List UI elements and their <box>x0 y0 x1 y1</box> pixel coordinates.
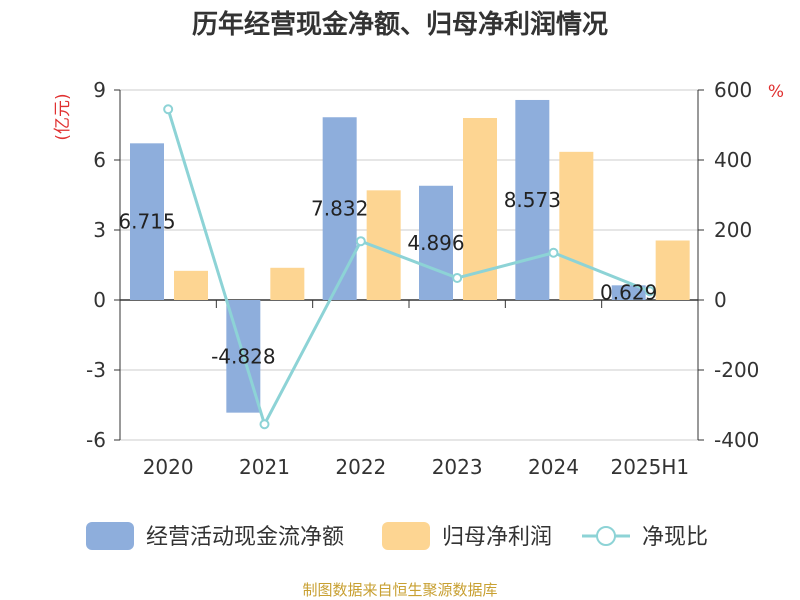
net-cash-ratio-point <box>163 104 174 115</box>
x-axis-tick: 2021 <box>239 455 290 479</box>
left-axis-tick: -3 <box>86 358 106 382</box>
x-axis-tick: 2024 <box>528 455 579 479</box>
right-axis-unit: % <box>768 82 784 102</box>
cash-flow-bar <box>130 143 164 300</box>
left-axis-tick: 3 <box>93 218 106 242</box>
legend-label: 净现比 <box>642 525 708 550</box>
legend-label: 经营活动现金流净额 <box>146 525 344 550</box>
legend: 经营活动现金流净额 归母净利润 净现比 <box>86 522 708 550</box>
cash-flow-data-label: 6.715 <box>118 210 175 234</box>
right-axis-tick: 400 <box>714 148 752 172</box>
cash-flow-bar <box>515 99 550 300</box>
cash-flow-bar <box>419 185 453 300</box>
net-profit-bar <box>174 270 208 300</box>
x-axis-tick: 2023 <box>432 455 483 479</box>
left-axis-tick: -6 <box>86 428 106 452</box>
net-cash-ratio-point <box>548 247 559 258</box>
x-axis-tick: 2022 <box>335 455 386 479</box>
left-axis-unit: (亿元) <box>53 93 73 140</box>
cash-flow-data-label: -4.828 <box>211 344 275 368</box>
legend-swatch <box>86 522 134 550</box>
net-cash-ratio-point <box>355 236 366 247</box>
left-axis-tick: 6 <box>93 148 106 172</box>
plot-area: 9 6 3 0 -3 -6 600 400 200 0 -200 -400 (亿元)% 2020 2021 2… <box>53 78 784 479</box>
cash-flow-bar <box>322 117 357 301</box>
legend-swatch <box>382 522 430 550</box>
right-axis-tick: 0 <box>714 288 727 312</box>
x-axis-tick: 2020 <box>143 455 194 479</box>
legend-marker <box>596 526 616 546</box>
net-cash-ratio-line <box>166 108 651 429</box>
left-axis-tick: 0 <box>93 288 106 312</box>
right-axis-tick: -400 <box>714 428 759 452</box>
x-axis-tick: 2025H1 <box>610 455 689 479</box>
right-axis-tick: 200 <box>714 218 752 242</box>
legend-label: 归母净利润 <box>442 525 552 550</box>
cash-flow-data-label: 7.832 <box>311 197 368 221</box>
net-profit-bar <box>270 267 305 300</box>
right-axis-tick: -200 <box>714 358 759 382</box>
net-cash-ratio-point <box>259 419 270 430</box>
cash-flow-data-label: 4.896 <box>407 231 464 255</box>
net-cash-ratio-point <box>644 286 655 297</box>
net-cash-ratio-point <box>452 272 463 283</box>
net-profit-bar <box>559 151 594 300</box>
cash-flow-data-label: 0.629 <box>600 281 657 305</box>
right-axis-tick: 600 <box>714 78 752 102</box>
source-note: 制图数据来自恒生聚源数据库 <box>302 581 497 599</box>
cash-flow-bar <box>611 285 646 300</box>
cash-flow-data-label: 8.573 <box>504 188 561 212</box>
chart-title: 历年经营现金净额、归母净利润情况 <box>192 9 608 40</box>
net-profit-bar <box>655 240 690 300</box>
left-axis-tick: 9 <box>93 78 106 102</box>
